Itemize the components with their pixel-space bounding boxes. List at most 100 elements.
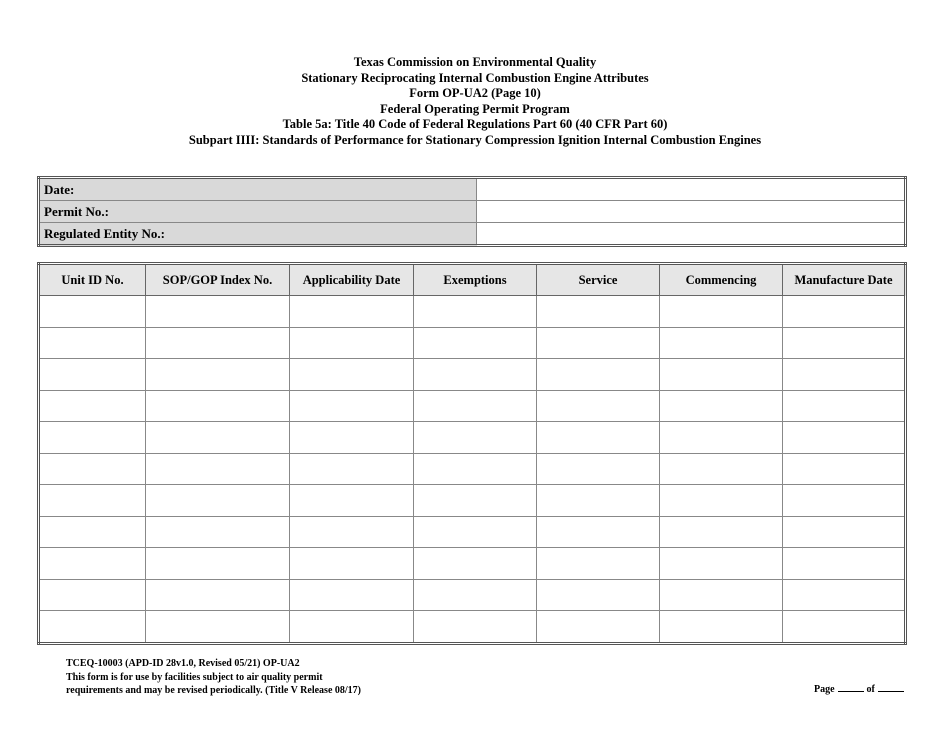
table-cell[interactable] [145,515,290,548]
table-cell[interactable] [413,484,537,517]
table-row [38,578,906,611]
table-cell[interactable] [38,515,146,548]
table-cell[interactable] [38,421,146,454]
table-cell[interactable] [145,484,290,517]
table-cell[interactable] [413,515,537,548]
table-cell[interactable] [782,389,906,422]
table-cell[interactable] [659,610,783,644]
table-cell[interactable] [782,295,906,328]
table-cell[interactable] [38,358,146,391]
table-cell[interactable] [782,484,906,517]
table-cell[interactable] [413,610,537,644]
table-cell[interactable] [289,452,414,485]
footer-line: This form is for use by facilities subje… [66,671,323,683]
table-cell[interactable] [38,326,146,359]
column-header: Exemptions [413,263,537,296]
table-cell[interactable] [38,389,146,422]
footer: TCEQ-10003 (APD-ID 28v1.0, Revised 05/21… [66,657,361,698]
table-cell[interactable] [536,578,660,611]
table-cell[interactable] [145,389,290,422]
engine-attributes-table: Unit ID No. SOP/GOP Index No. Applicabilit… [37,262,907,645]
table-cell[interactable] [659,358,783,391]
date-field[interactable] [476,177,906,201]
table-cell[interactable] [38,547,146,580]
table-cell[interactable] [289,389,414,422]
table-cell[interactable] [659,421,783,454]
table-cell[interactable] [659,452,783,485]
table-cell[interactable] [782,421,906,454]
table-cell[interactable] [536,295,660,328]
table-cell[interactable] [289,295,414,328]
table-cell[interactable] [659,515,783,548]
table-cell[interactable] [782,358,906,391]
table-cell[interactable] [289,547,414,580]
table-cell[interactable] [659,295,783,328]
table-cell[interactable] [782,547,906,580]
table-cell[interactable] [145,358,290,391]
table-cell[interactable] [289,421,414,454]
table-cell[interactable] [659,326,783,359]
table-cell[interactable] [145,578,290,611]
table-cell[interactable] [782,515,906,548]
table-cell[interactable] [413,358,537,391]
date-label: Date: [38,177,477,201]
table-cell[interactable] [536,515,660,548]
table-cell[interactable] [289,610,414,644]
page-field[interactable] [837,691,864,692]
table-cell[interactable] [536,452,660,485]
table-cell[interactable] [659,484,783,517]
table-cell[interactable] [413,389,537,422]
table-cell[interactable] [536,484,660,517]
table-cell[interactable] [289,484,414,517]
page-label: Page [814,684,835,695]
table-cell[interactable] [536,358,660,391]
table-cell[interactable] [413,421,537,454]
table-cell[interactable] [413,578,537,611]
table-cell[interactable] [413,295,537,328]
table-cell[interactable] [659,578,783,611]
column-header: Commencing [659,263,783,296]
table-cell[interactable] [145,295,290,328]
header-line: Form OP-UA2 (Page 10) [409,86,541,100]
table-cell[interactable] [145,452,290,485]
table-cell[interactable] [145,421,290,454]
table-cell[interactable] [413,547,537,580]
column-header: Unit ID No. [38,263,146,296]
table-cell[interactable] [38,610,146,644]
table-cell[interactable] [536,326,660,359]
table-cell[interactable] [38,452,146,485]
table-cell[interactable] [536,389,660,422]
table-cell[interactable] [659,389,783,422]
table-cell[interactable] [289,515,414,548]
table-cell[interactable] [782,452,906,485]
info-table: Date: Permit No.: Regulated Entity No.: [37,176,907,247]
table-cell[interactable] [38,578,146,611]
table-cell[interactable] [38,295,146,328]
column-header: SOP/GOP Index No. [145,263,290,296]
table-cell[interactable] [145,610,290,644]
table-cell[interactable] [536,610,660,644]
table-row [38,421,906,454]
table-cell[interactable] [289,358,414,391]
table-cell[interactable] [413,326,537,359]
table-cell[interactable] [145,547,290,580]
page-number: Page of [814,684,907,695]
header-line: Stationary Reciprocating Internal Combus… [301,70,649,85]
table-cell[interactable] [782,610,906,644]
table-cell[interactable] [413,452,537,485]
table-cell[interactable] [38,484,146,517]
table-cell[interactable] [145,326,290,359]
permit-no-field[interactable] [476,200,906,223]
table-cell[interactable] [289,578,414,611]
table-cell[interactable] [659,547,783,580]
table-cell[interactable] [782,578,906,611]
column-header: Service [536,263,660,296]
page-total-field[interactable] [877,691,904,692]
table-cell[interactable] [536,547,660,580]
column-header: Applicability Date [289,263,414,296]
table-cell[interactable] [536,421,660,454]
regulated-entity-field[interactable] [476,222,906,246]
table-row [38,484,906,517]
table-cell[interactable] [289,326,414,359]
table-cell[interactable] [782,326,906,359]
